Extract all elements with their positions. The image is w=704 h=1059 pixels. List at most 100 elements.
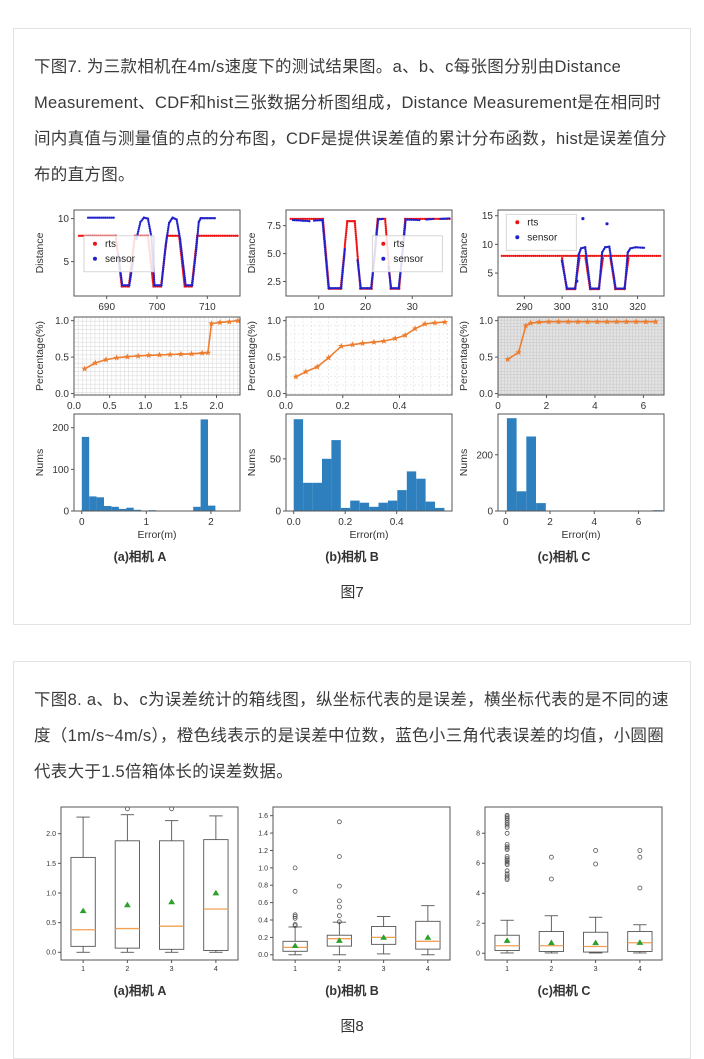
svg-text:rts: rts (393, 239, 404, 250)
svg-text:Error(m): Error(m) (349, 529, 388, 541)
figure7-card: 下图7. 为三款相机在4m/s速度下的测试结果图。a、b、c每张图分别由Dist… (13, 28, 691, 625)
svg-text:sensor: sensor (527, 232, 558, 243)
svg-text:0.4: 0.4 (390, 517, 404, 528)
svg-text:50: 50 (270, 454, 282, 465)
svg-text:rts: rts (105, 239, 116, 250)
svg-text:1.0: 1.0 (479, 316, 493, 327)
svg-text:0.5: 0.5 (103, 401, 117, 410)
svg-text:0.4: 0.4 (393, 401, 407, 410)
svg-text:rts: rts (527, 217, 538, 228)
fig7-caption-camera-b: (b)相机 B (246, 546, 458, 565)
svg-text:0.8: 0.8 (258, 883, 268, 890)
svg-text:5: 5 (63, 257, 69, 268)
svg-text:4: 4 (592, 401, 598, 410)
svg-text:10: 10 (313, 302, 325, 313)
svg-text:0.0: 0.0 (258, 952, 268, 959)
fig7-camera-c-cdf-chart: 0 2 4 6 0.0 0.5 1.0 Percentage(%) (458, 313, 670, 410)
svg-text:0.0: 0.0 (267, 389, 281, 400)
svg-text:4: 4 (214, 966, 218, 973)
svg-text:700: 700 (149, 302, 166, 313)
svg-text:1.5: 1.5 (174, 401, 188, 410)
svg-text:200: 200 (476, 450, 493, 461)
svg-text:6: 6 (636, 517, 642, 528)
svg-text:Percentage(%): Percentage(%) (246, 321, 258, 391)
figure8-description: 下图8. a、b、c为误差统计的箱线图，纵坐标代表的是误差，横坐标代表的是不同的… (34, 682, 670, 790)
svg-text:0.0: 0.0 (479, 389, 493, 400)
svg-text:4: 4 (591, 517, 597, 528)
fig8-caption-camera-b: (b)相机 B (246, 980, 458, 999)
svg-text:2.5: 2.5 (267, 277, 281, 288)
svg-text:0.2: 0.2 (336, 401, 350, 410)
figure8-title: 图8 (34, 1015, 670, 1036)
figure7-description: 下图7. 为三款相机在4m/s速度下的测试结果图。a、b、c每张图分别由Dist… (34, 49, 670, 193)
svg-text:290: 290 (516, 302, 533, 313)
svg-text:0.2: 0.2 (258, 935, 268, 942)
svg-text:Nums: Nums (34, 449, 46, 476)
svg-text:0.5: 0.5 (479, 353, 493, 364)
svg-text:1: 1 (144, 517, 150, 528)
svg-text:2: 2 (476, 921, 480, 928)
svg-text:Percentage(%): Percentage(%) (458, 321, 470, 391)
svg-text:0: 0 (487, 507, 493, 518)
svg-text:0.5: 0.5 (267, 353, 281, 364)
fig7-caption-camera-c: (c)相机 C (458, 546, 670, 565)
svg-text:1: 1 (81, 966, 85, 973)
svg-text:3: 3 (170, 966, 174, 973)
svg-text:0.6: 0.6 (258, 900, 268, 907)
svg-text:0.4: 0.4 (258, 917, 268, 924)
svg-text:200: 200 (52, 423, 69, 434)
fig7-caption-camera-a: (a)相机 A (34, 546, 246, 565)
svg-text:310: 310 (592, 302, 609, 313)
svg-text:Percentage(%): Percentage(%) (34, 321, 46, 391)
figure8-captions: (a)相机 A (b)相机 B (c)相机 C (34, 980, 670, 999)
svg-text:1.0: 1.0 (55, 316, 69, 327)
svg-text:4: 4 (638, 966, 642, 973)
svg-text:15: 15 (482, 211, 494, 222)
figure7-title: 图7 (34, 581, 670, 602)
svg-text:1.6: 1.6 (258, 813, 268, 820)
svg-text:300: 300 (554, 302, 571, 313)
svg-text:0.5: 0.5 (55, 353, 69, 364)
svg-text:0: 0 (495, 401, 501, 410)
svg-text:0.0: 0.0 (55, 389, 69, 400)
svg-text:10: 10 (58, 214, 70, 225)
svg-text:30: 30 (407, 302, 419, 313)
svg-text:4: 4 (476, 891, 480, 898)
svg-text:6: 6 (641, 401, 647, 410)
figure8-card: 下图8. a、b、c为误差统计的箱线图，纵坐标代表的是误差，横坐标代表的是不同的… (13, 661, 691, 1059)
svg-text:Error(m): Error(m) (137, 529, 176, 541)
svg-text:Nums: Nums (246, 449, 258, 476)
svg-text:0: 0 (275, 507, 281, 518)
figure7-captions: (a)相机 A (b)相机 B (c)相机 C (34, 546, 670, 565)
svg-text:1.0: 1.0 (138, 401, 152, 410)
svg-text:320: 320 (629, 302, 646, 313)
svg-text:5.0: 5.0 (267, 249, 281, 260)
svg-text:2.0: 2.0 (46, 831, 56, 838)
svg-text:2: 2 (547, 517, 553, 528)
svg-text:0: 0 (503, 517, 509, 528)
svg-text:710: 710 (199, 302, 216, 313)
svg-text:1.0: 1.0 (267, 316, 281, 327)
svg-text:10: 10 (482, 240, 494, 251)
svg-text:2.0: 2.0 (210, 401, 224, 410)
svg-text:2: 2 (544, 401, 550, 410)
svg-text:2: 2 (125, 966, 129, 973)
svg-text:1.2: 1.2 (258, 848, 268, 855)
svg-text:6: 6 (476, 861, 480, 868)
svg-text:2: 2 (337, 966, 341, 973)
fig7-camera-a-cdf-chart: 0.0 0.5 1.0 1.5 2.0 0.0 0.5 1.0 Percentage(%) (34, 313, 246, 410)
svg-text:0: 0 (63, 507, 69, 518)
svg-text:0.0: 0.0 (67, 401, 81, 410)
svg-text:1.4: 1.4 (258, 831, 268, 838)
svg-text:1.5: 1.5 (46, 861, 56, 868)
svg-text:0.5: 0.5 (46, 920, 56, 927)
